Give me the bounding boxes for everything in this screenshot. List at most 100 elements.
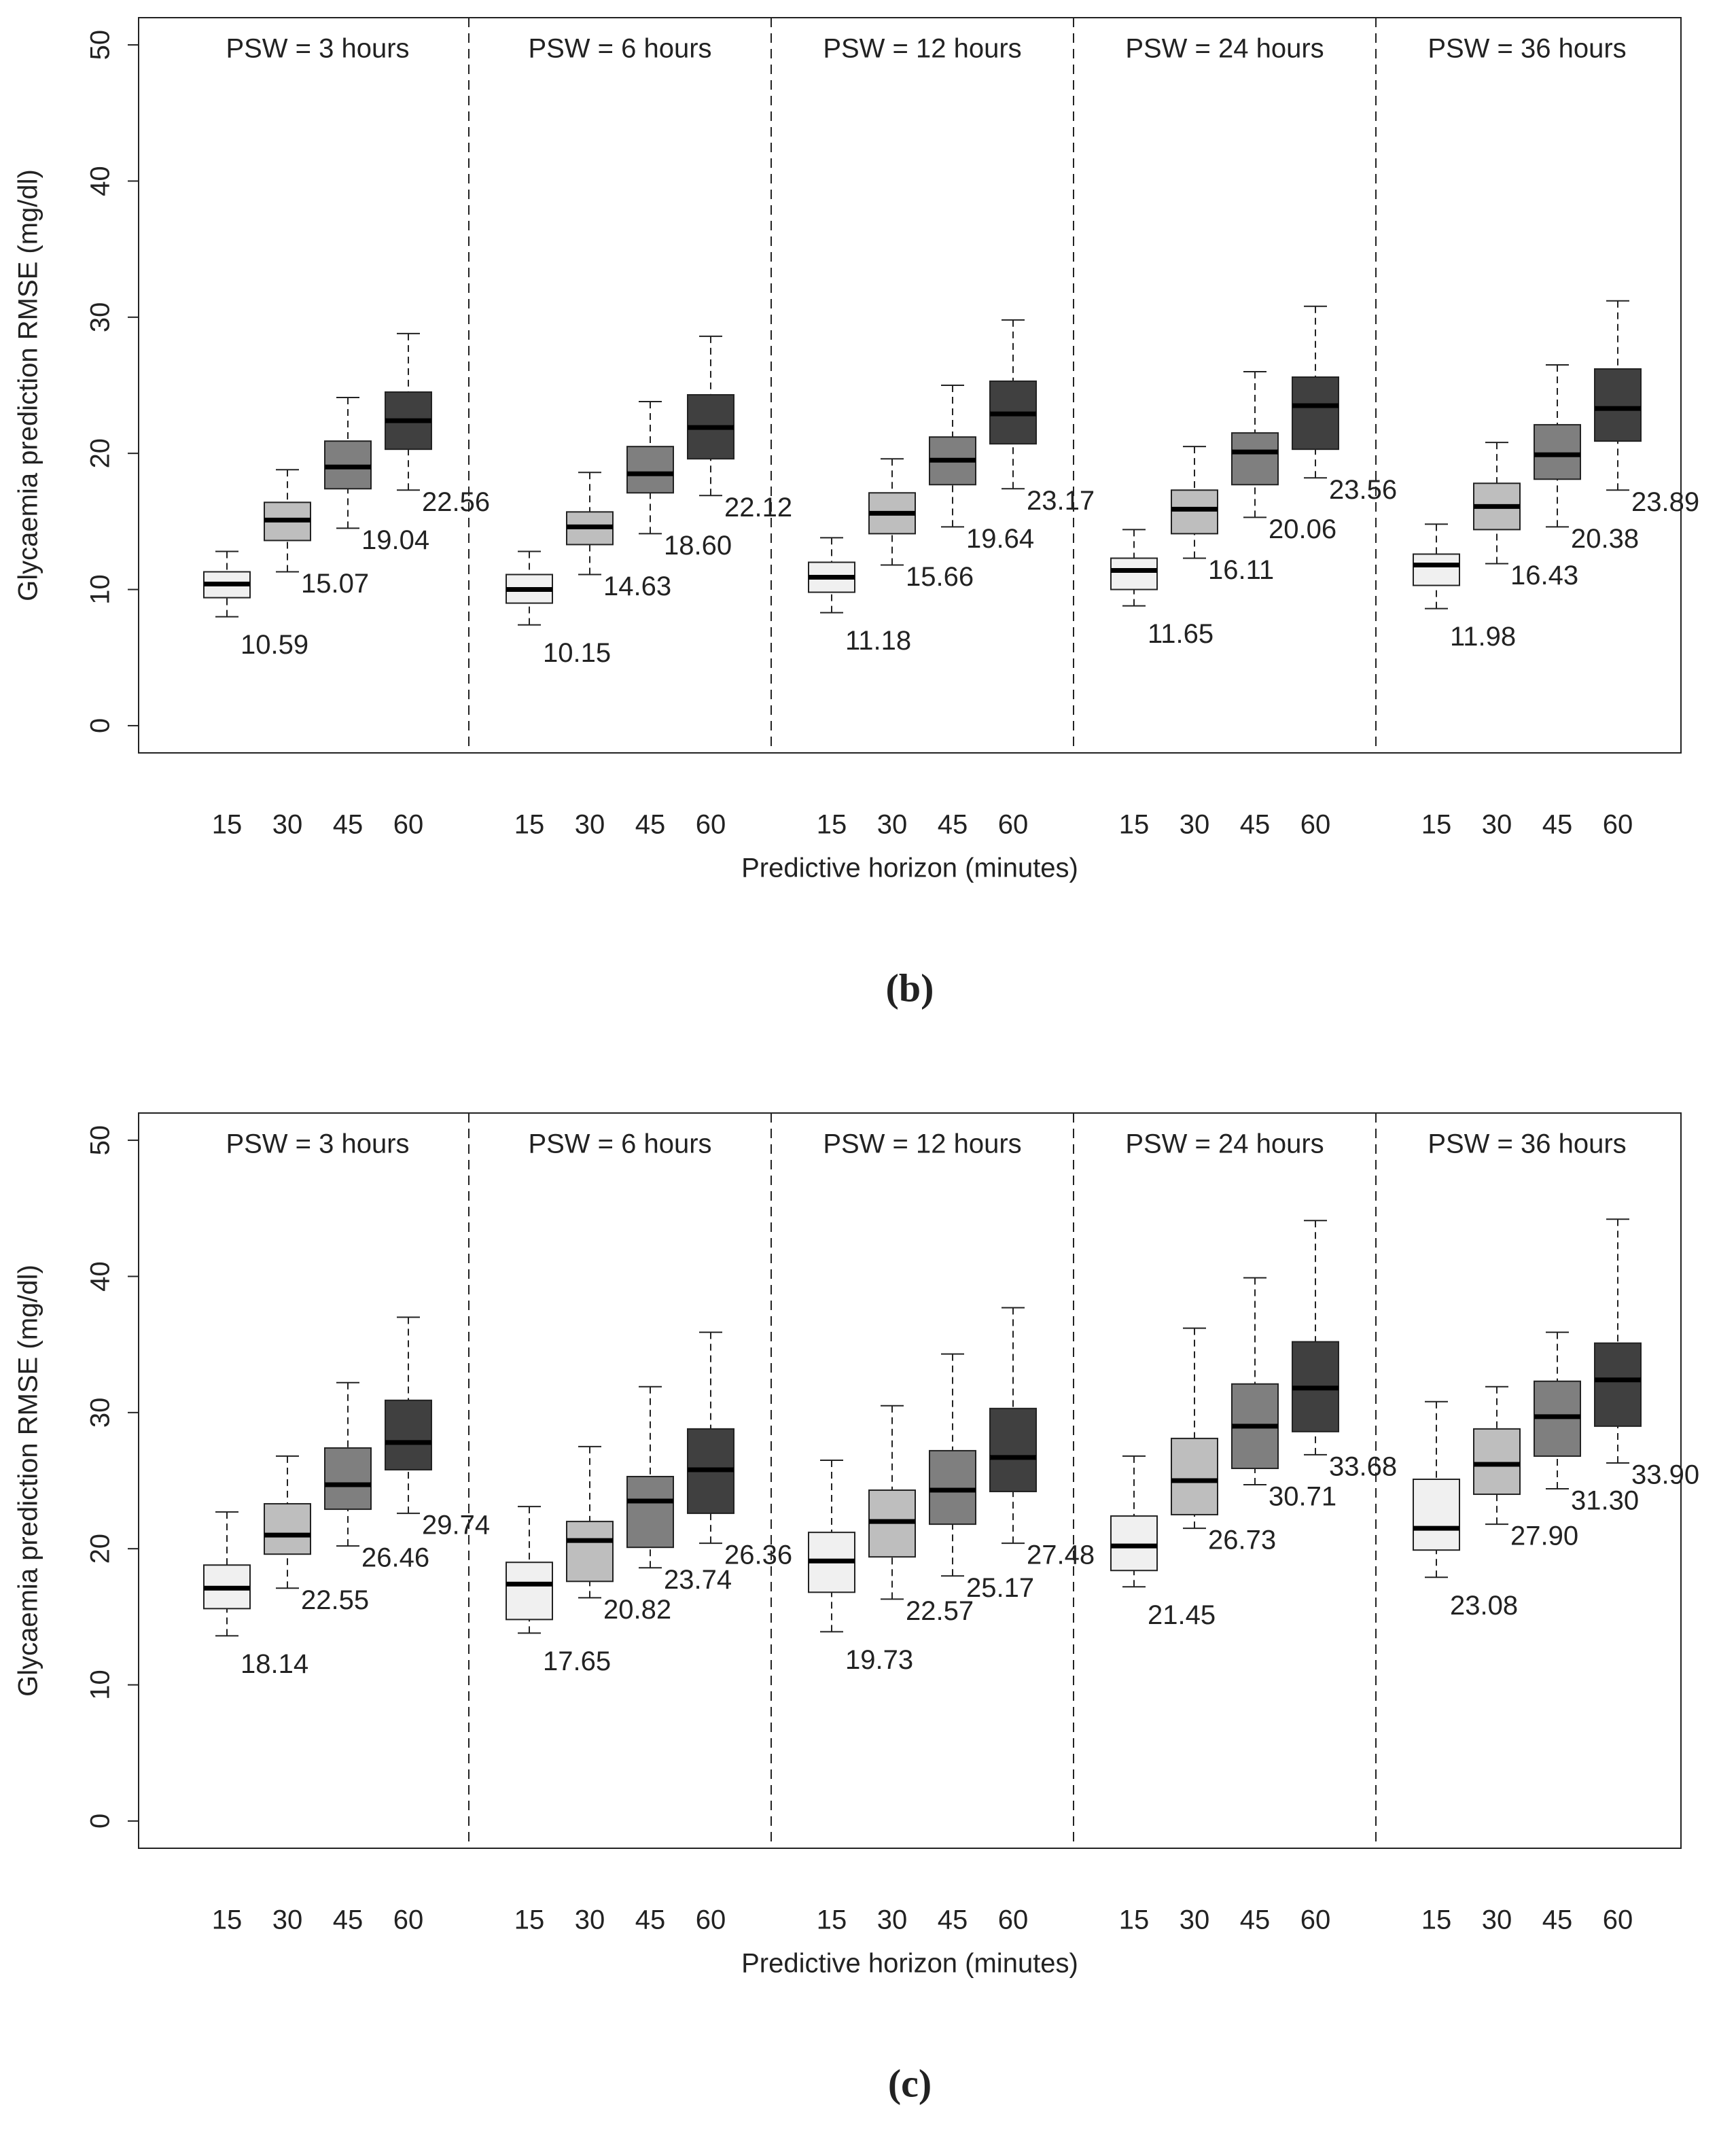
value-label: 33.68 (1329, 1451, 1397, 1481)
value-label: 23.74 (664, 1565, 732, 1595)
value-label: 21.45 (1148, 1600, 1216, 1630)
value-label: 20.38 (1571, 524, 1639, 554)
value-label: 19.04 (361, 525, 429, 555)
group-title: PSW = 24 hours (1125, 34, 1324, 64)
box (1110, 1515, 1158, 1572)
x-tick-label: 30 (1180, 1905, 1210, 1935)
x-tick-label: 15 (1119, 810, 1150, 840)
value-label: 11.65 (1148, 619, 1214, 649)
group-title: PSW = 36 hours (1428, 34, 1626, 64)
value-label: 19.73 (845, 1645, 913, 1675)
x-tick-label: 30 (575, 810, 605, 840)
value-label: 23.56 (1329, 475, 1397, 505)
group-title: PSW = 6 hours (528, 1129, 711, 1159)
value-label: 10.15 (543, 638, 611, 668)
value-label: 26.36 (724, 1540, 792, 1570)
x-tick-label: 30 (1482, 810, 1512, 840)
x-tick-label: 45 (938, 1905, 968, 1935)
box (1413, 1478, 1460, 1551)
y-tick-label: 10 (86, 1670, 116, 1700)
x-tick-label: 30 (1482, 1905, 1512, 1935)
y-tick-label: 30 (86, 302, 116, 333)
value-label: 23.17 (1027, 486, 1095, 516)
value-label: 33.90 (1631, 1460, 1699, 1490)
value-label: 27.90 (1510, 1521, 1578, 1551)
box (1534, 424, 1581, 480)
value-label: 22.56 (422, 487, 490, 517)
value-label: 18.60 (664, 531, 732, 561)
x-tick-label: 45 (1542, 1905, 1573, 1935)
group-title: PSW = 36 hours (1428, 1129, 1626, 1159)
x-tick-label: 45 (938, 810, 968, 840)
value-label: 15.07 (301, 569, 369, 599)
value-label: 26.46 (361, 1543, 429, 1573)
x-tick-label: 45 (1240, 810, 1271, 840)
x-tick-label: 30 (877, 1905, 908, 1935)
value-label: 11.98 (1450, 622, 1516, 652)
x-tick-label: 30 (877, 810, 908, 840)
x-tick-label: 15 (1421, 1905, 1452, 1935)
x-tick-label: 45 (1240, 1905, 1271, 1935)
x-tick-label: 60 (1603, 1905, 1633, 1935)
x-tick-label: 30 (272, 810, 303, 840)
box (385, 1399, 432, 1470)
x-tick-label: 60 (1300, 1905, 1331, 1935)
value-label: 27.48 (1027, 1540, 1095, 1570)
y-tick-label: 50 (86, 1125, 116, 1156)
x-tick-label: 15 (817, 810, 847, 840)
box (929, 1449, 976, 1525)
x-tick-label: 15 (1119, 1905, 1150, 1935)
y-axis-label: Glycaemia prediction RMSE (mg/dl) (14, 1265, 43, 1697)
group-title: PSW = 24 hours (1125, 1129, 1324, 1159)
value-label: 22.12 (724, 493, 792, 523)
x-tick-label: 15 (212, 1905, 243, 1935)
x-tick-label: 30 (1180, 810, 1210, 840)
group-title: PSW = 12 hours (823, 1129, 1021, 1159)
value-label: 29.74 (422, 1511, 490, 1540)
value-label: 25.17 (966, 1573, 1034, 1603)
value-label: 19.64 (966, 524, 1034, 554)
y-tick-label: 40 (86, 166, 116, 196)
value-label: 26.73 (1208, 1525, 1276, 1555)
y-tick-label: 10 (86, 574, 116, 605)
x-tick-label: 45 (333, 1905, 364, 1935)
x-tick-label: 15 (514, 810, 545, 840)
x-tick-label: 60 (1603, 810, 1633, 840)
value-label: 20.06 (1269, 514, 1336, 544)
value-label: 23.89 (1631, 487, 1699, 517)
value-label: 22.57 (906, 1596, 974, 1626)
x-tick-label: 45 (1542, 810, 1573, 840)
value-label: 23.08 (1450, 1591, 1518, 1621)
x-tick-label: 60 (998, 810, 1029, 840)
x-tick-label: 15 (212, 810, 243, 840)
x-tick-label: 15 (1421, 810, 1452, 840)
y-tick-label: 20 (86, 1534, 116, 1564)
y-tick-label: 40 (86, 1261, 116, 1292)
caption: (b) (886, 966, 934, 1010)
x-tick-label: 60 (696, 1905, 726, 1935)
y-tick-label: 0 (86, 1814, 116, 1829)
value-label: 10.59 (241, 630, 308, 660)
group-title: PSW = 6 hours (528, 34, 711, 64)
box (1171, 1437, 1218, 1516)
value-label: 18.14 (241, 1649, 308, 1679)
box (626, 446, 674, 494)
box (1110, 557, 1158, 590)
group-title: PSW = 3 hours (226, 34, 409, 64)
x-axis-label: Predictive horizon (minutes) (741, 1949, 1078, 1979)
box (1171, 489, 1218, 535)
value-label: 22.55 (301, 1585, 369, 1615)
plot-frame (138, 17, 1682, 754)
y-tick-label: 0 (86, 718, 116, 733)
x-tick-label: 60 (393, 1905, 424, 1935)
x-tick-label: 45 (635, 810, 666, 840)
box (1594, 368, 1642, 442)
value-label: 20.82 (603, 1595, 671, 1625)
value-label: 16.43 (1510, 561, 1578, 590)
y-axis-label: Glycaemia prediction RMSE (mg/dl) (14, 169, 43, 601)
box (989, 1407, 1037, 1493)
value-label: 11.18 (845, 626, 911, 656)
x-tick-label: 45 (635, 1905, 666, 1935)
